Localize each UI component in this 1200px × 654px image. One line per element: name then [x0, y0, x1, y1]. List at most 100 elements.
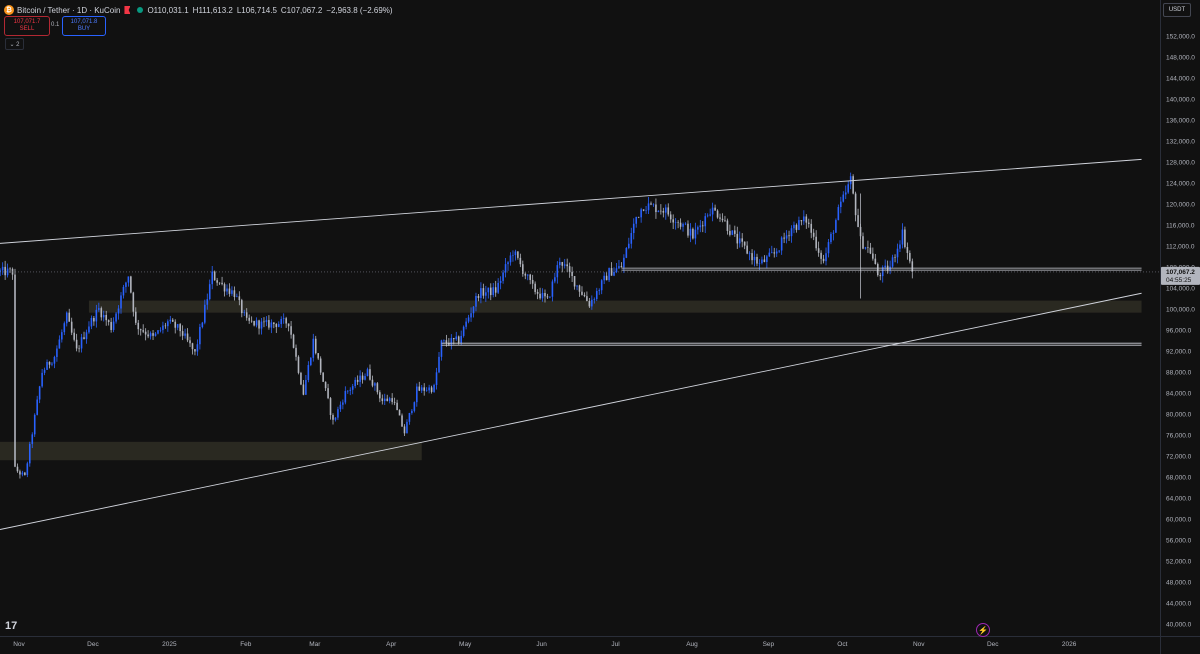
candle — [327, 383, 329, 400]
trendline-1 — [0, 158, 1142, 244]
candle — [78, 345, 80, 353]
candle-body — [450, 338, 453, 345]
candle — [105, 310, 108, 326]
candle — [640, 207, 642, 223]
y-tick-label: 148,000.0 — [1166, 55, 1195, 62]
candle-body — [524, 273, 527, 276]
y-tick-label: 60,000.0 — [1166, 517, 1192, 524]
candle-body — [406, 421, 408, 434]
candle-body — [90, 317, 93, 327]
candle — [724, 215, 726, 222]
candle — [339, 401, 342, 412]
candle — [889, 260, 891, 275]
candle-body — [139, 329, 142, 331]
candle — [615, 262, 618, 274]
candle-body — [704, 216, 707, 227]
candle — [864, 246, 867, 250]
candle-body — [268, 320, 270, 328]
candle — [396, 399, 398, 411]
buy-button[interactable]: 107,071.8 BUY — [62, 16, 106, 36]
bolt-icon[interactable]: ⚡ — [976, 623, 990, 637]
candle — [6, 263, 9, 278]
candle-body — [366, 369, 369, 377]
candle-body — [546, 296, 549, 298]
candle — [260, 317, 263, 335]
candle — [692, 227, 694, 240]
candle-body — [433, 384, 435, 392]
candle — [894, 254, 896, 263]
candle — [383, 393, 386, 406]
candle — [489, 283, 492, 301]
support-zone-2 — [0, 441, 422, 461]
candle-body — [334, 417, 337, 420]
candle-body — [270, 322, 273, 328]
candle-body — [396, 402, 398, 411]
candle — [191, 342, 194, 355]
candle-body — [652, 204, 655, 206]
sell-button[interactable]: 107,071.7 SELL — [4, 16, 50, 36]
candle-body — [632, 223, 635, 234]
candle — [519, 253, 522, 268]
candle — [830, 231, 832, 245]
currency-selector[interactable]: USDT — [1163, 3, 1191, 17]
candle-body — [788, 235, 790, 237]
candle-body — [726, 220, 729, 231]
candle — [549, 296, 551, 299]
spread-value: 0.1 — [51, 22, 60, 28]
indicators-toggle[interactable]: ⌄ 2 — [5, 38, 24, 50]
candle-body — [223, 284, 226, 292]
y-tick-label: 152,000.0 — [1166, 34, 1195, 41]
symbol-title[interactable]: Bitcoin / Tether · 1D · KuCoin — [17, 5, 121, 15]
candle — [300, 371, 302, 386]
candle — [285, 316, 287, 328]
candle-body — [699, 225, 702, 228]
candle — [731, 230, 734, 236]
flag-icon[interactable] — [124, 6, 131, 14]
candle-body — [709, 214, 711, 216]
candle — [213, 270, 216, 281]
candle — [4, 260, 6, 280]
candle — [265, 316, 268, 327]
candle-body — [810, 223, 813, 233]
candle — [95, 304, 98, 328]
candle-body — [689, 228, 692, 236]
candle-body — [613, 271, 615, 276]
candle — [756, 253, 758, 267]
candle — [435, 367, 438, 390]
candle-body — [154, 333, 157, 336]
candle-body — [529, 274, 532, 280]
candle-body — [549, 296, 551, 298]
candle-body — [807, 222, 810, 224]
candle — [874, 253, 877, 265]
tradingview-logo[interactable]: 17 — [5, 620, 18, 632]
candle-body — [837, 207, 840, 221]
candle — [334, 417, 337, 422]
candle-body — [253, 321, 255, 326]
candle-body — [684, 223, 687, 225]
candle — [746, 241, 748, 255]
x-tick-label: Jul — [611, 641, 620, 648]
candle-body — [240, 300, 243, 314]
candle — [719, 213, 721, 222]
candle-body — [561, 262, 564, 266]
candle-body — [130, 276, 132, 293]
candle — [450, 334, 453, 350]
candle-body — [876, 264, 879, 276]
candle-body — [208, 284, 211, 300]
candle — [857, 208, 859, 228]
candle-body — [327, 388, 329, 399]
candle — [75, 333, 78, 352]
candle-body — [105, 314, 108, 321]
candle — [522, 260, 524, 277]
candle — [314, 335, 317, 355]
candle — [697, 225, 699, 235]
candle — [211, 266, 214, 290]
candle-body — [667, 207, 670, 215]
candle-body — [263, 321, 265, 323]
x-tick-label: Nov — [13, 641, 25, 648]
symbol-header[interactable]: ₿ Bitcoin / Tether · 1D · KuCoin O110,03… — [4, 3, 393, 17]
candle — [800, 220, 803, 226]
ohlc-values: O110,031.1 H111,613.2 L106,714.5 C107,06… — [147, 6, 392, 15]
candle — [68, 308, 71, 322]
